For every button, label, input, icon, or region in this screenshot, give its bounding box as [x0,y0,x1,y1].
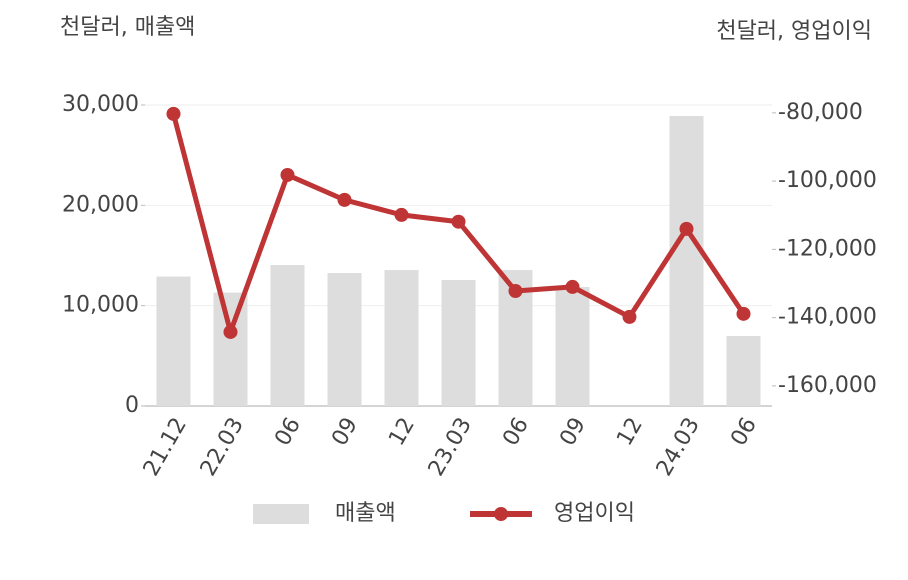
line-point [280,167,295,182]
line-point [451,214,466,229]
y2-tick-label: -80,000 [778,100,863,125]
x-tick-label: 09 [327,414,363,451]
bar [555,287,590,406]
x-tick-label: 24.03 [652,414,705,481]
bar [384,270,419,406]
x-tick-label: 06 [270,414,306,451]
y2-tick-label: -140,000 [778,305,877,330]
x-tick-label: 22.03 [196,414,249,481]
bar [156,276,191,406]
line-point [223,324,238,339]
line-point [166,106,181,121]
bar [669,116,704,406]
x-tick-label: 06 [498,414,534,451]
y2-tick-label: -160,000 [778,373,877,398]
y-tick-label: 10,000 [62,293,139,318]
legend-label: 매출액 [335,501,396,526]
line-point [736,306,751,321]
legend-swatch [253,504,309,524]
x-tick-label: 06 [726,414,762,451]
line-point [337,192,352,207]
line-point [508,283,523,298]
y-axis-unit: 천달러, 매출액 [60,15,195,40]
line-point [394,207,409,222]
legend-swatch-point [494,507,508,521]
x-tick-label: 23.03 [424,414,477,481]
bar [726,335,761,406]
bar [441,279,476,406]
line-point [622,309,637,324]
bar [213,292,248,406]
y2-tick-label: -120,000 [778,236,877,261]
x-tick-label: 12 [384,414,420,451]
bar [270,265,305,406]
y-tick-label: 20,000 [62,192,139,217]
line-point [679,221,694,236]
y-tick-label: 0 [125,393,139,418]
x-tick-label: 21.12 [139,414,192,481]
x-tick-label: 09 [555,414,591,451]
line-point [565,279,580,294]
y2-axis-unit: 천달러, 영업이익 [716,19,872,44]
x-tick-label: 12 [612,414,648,451]
y-tick-label: 30,000 [62,92,139,117]
legend-label: 영업이익 [554,501,635,526]
y2-tick-label: -100,000 [778,168,877,193]
bar [327,273,362,406]
